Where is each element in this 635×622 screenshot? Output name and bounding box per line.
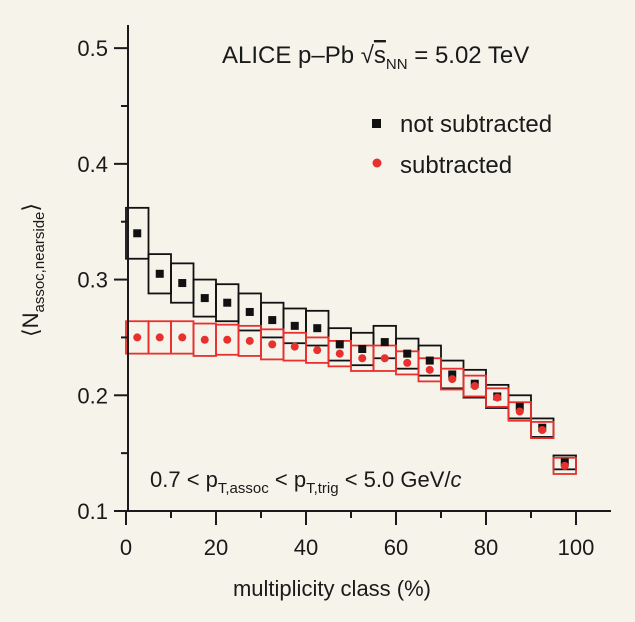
point-subtracted-6 xyxy=(268,340,277,349)
anno-part3: < 5.0 GeV/ xyxy=(339,467,452,492)
point-subtracted-1 xyxy=(155,333,164,342)
legend: not subtracted subtracted xyxy=(372,111,552,179)
y-axis-title-right: ⟩ xyxy=(18,203,43,212)
point-not-subtracted-5 xyxy=(245,307,254,316)
legend-label-not-subtracted: not subtracted xyxy=(400,111,552,138)
point-not-subtracted-9 xyxy=(335,340,344,349)
point-not-subtracted-12 xyxy=(403,349,412,358)
point-subtracted-14 xyxy=(448,375,457,384)
y-axis-title: ⟨Nassoc,nearside⟩ xyxy=(18,203,48,337)
point-not-subtracted-1 xyxy=(155,269,164,278)
point-subtracted-0 xyxy=(133,333,142,342)
point-subtracted-16 xyxy=(493,393,502,402)
point-subtracted-9 xyxy=(335,349,344,358)
chart-title-var-sub: NN xyxy=(386,56,408,73)
point-not-subtracted-4 xyxy=(223,298,232,307)
axes: 0.1 0.2 0.3 0.4 0.5 0 20 40 60 80 100 xyxy=(77,25,611,560)
point-subtracted-13 xyxy=(425,365,434,374)
point-subtracted-10 xyxy=(358,354,367,363)
point-not-subtracted-10 xyxy=(358,345,367,353)
point-subtracted-18 xyxy=(538,426,547,434)
x-tick-label-2: 40 xyxy=(294,535,318,560)
x-tick-label-4: 80 xyxy=(474,535,498,560)
anno-c: c xyxy=(450,467,461,492)
sys-box-subtracted-15 xyxy=(462,374,487,398)
point-subtracted-3 xyxy=(200,335,209,344)
anno-part1: 0.7 < p xyxy=(150,467,218,492)
legend-marker-subtracted xyxy=(372,158,382,168)
point-subtracted-5 xyxy=(245,336,254,345)
y-axis-title-sub: assoc,nearside xyxy=(31,212,48,313)
point-not-subtracted-11 xyxy=(380,338,389,347)
point-not-subtracted-8 xyxy=(313,324,322,333)
legend-marker-not-subtracted xyxy=(372,119,381,128)
legend-label-subtracted: subtracted xyxy=(400,152,512,179)
x-tick-label-5: 100 xyxy=(558,535,595,560)
chart-title-var: s xyxy=(374,42,386,69)
kinematic-annotation: 0.7 < pT,assoc < pT,trig < 5.0 GeV/c xyxy=(150,467,461,497)
anno-sub1: T,assoc xyxy=(218,480,269,497)
x-tick-label-3: 60 xyxy=(384,535,408,560)
point-subtracted-15 xyxy=(470,382,479,391)
anno-sub2: T,trig xyxy=(306,480,339,497)
point-not-subtracted-0 xyxy=(133,229,142,238)
chart-title-main: ALICE p–Pb √ xyxy=(222,42,375,69)
point-not-subtracted-3 xyxy=(200,294,209,303)
x-tick-label-1: 20 xyxy=(204,535,228,560)
x-tick-label-0: 0 xyxy=(120,535,132,560)
y-tick-label-4: 0.5 xyxy=(77,36,108,61)
point-subtracted-12 xyxy=(403,358,412,367)
y-axis-title-left: ⟨N xyxy=(18,313,43,337)
point-not-subtracted-7 xyxy=(290,321,299,330)
point-not-subtracted-17 xyxy=(515,402,524,411)
sys-box-not-subtracted-0 xyxy=(125,206,150,260)
point-not-subtracted-14 xyxy=(448,370,457,379)
sys-box-subtracted-18 xyxy=(530,420,555,439)
data-points xyxy=(133,229,569,470)
point-not-subtracted-2 xyxy=(178,279,187,288)
x-axis-title: multiplicity class (%) xyxy=(233,576,431,601)
point-subtracted-17 xyxy=(515,407,524,416)
point-subtracted-4 xyxy=(223,335,232,344)
y-tick-label-2: 0.3 xyxy=(77,268,108,293)
anno-part2: < p xyxy=(269,467,306,492)
point-subtracted-19 xyxy=(560,461,569,470)
point-not-subtracted-13 xyxy=(425,356,434,365)
point-subtracted-8 xyxy=(313,346,322,355)
y-tick-label-3: 0.4 xyxy=(77,152,108,177)
chart-title-value: = 5.02 TeV xyxy=(408,42,530,69)
y-tick-label-0: 0.1 xyxy=(77,499,108,524)
sys-box-subtracted-16 xyxy=(485,387,510,408)
sys-box-subtracted-19 xyxy=(552,456,577,475)
point-not-subtracted-6 xyxy=(268,316,277,325)
chart-title: ALICE p–Pb √sNN = 5.02 TeV xyxy=(222,42,529,73)
point-subtracted-2 xyxy=(178,333,187,342)
point-subtracted-11 xyxy=(380,354,389,363)
sys-box-subtracted-17 xyxy=(507,401,532,422)
systematic-boxes xyxy=(125,206,577,475)
point-subtracted-7 xyxy=(290,342,299,351)
y-tick-label-1: 0.2 xyxy=(77,383,108,408)
